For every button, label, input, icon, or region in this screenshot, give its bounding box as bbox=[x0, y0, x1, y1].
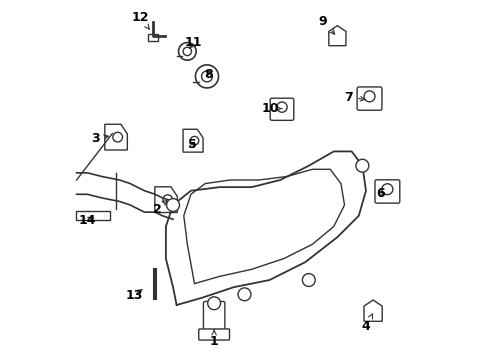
Text: 2: 2 bbox=[152, 201, 166, 216]
FancyBboxPatch shape bbox=[203, 301, 224, 334]
Circle shape bbox=[195, 65, 218, 88]
FancyBboxPatch shape bbox=[198, 329, 229, 340]
Polygon shape bbox=[183, 129, 203, 152]
Text: 13: 13 bbox=[125, 288, 143, 302]
Text: 10: 10 bbox=[261, 102, 281, 115]
Circle shape bbox=[276, 102, 286, 112]
Circle shape bbox=[238, 288, 250, 301]
Text: 6: 6 bbox=[376, 187, 385, 200]
Polygon shape bbox=[75, 211, 110, 220]
Polygon shape bbox=[363, 300, 382, 321]
Circle shape bbox=[381, 184, 392, 195]
Circle shape bbox=[201, 71, 212, 82]
Polygon shape bbox=[104, 124, 127, 150]
Text: 3: 3 bbox=[91, 132, 108, 145]
Text: 5: 5 bbox=[188, 139, 197, 152]
Text: 1: 1 bbox=[209, 329, 218, 348]
Text: 4: 4 bbox=[361, 314, 372, 333]
Text: 14: 14 bbox=[79, 213, 96, 226]
Text: 8: 8 bbox=[203, 68, 212, 81]
Polygon shape bbox=[155, 187, 177, 212]
Polygon shape bbox=[328, 26, 345, 46]
FancyBboxPatch shape bbox=[356, 87, 381, 110]
FancyBboxPatch shape bbox=[148, 34, 158, 41]
Text: 12: 12 bbox=[131, 10, 149, 29]
Text: 7: 7 bbox=[344, 91, 364, 104]
Circle shape bbox=[178, 42, 196, 60]
Circle shape bbox=[355, 159, 368, 172]
Circle shape bbox=[302, 274, 315, 287]
Circle shape bbox=[207, 297, 220, 310]
Circle shape bbox=[364, 91, 374, 102]
FancyBboxPatch shape bbox=[374, 180, 399, 203]
Circle shape bbox=[163, 195, 172, 204]
Text: 11: 11 bbox=[184, 36, 202, 49]
Circle shape bbox=[183, 47, 191, 55]
Circle shape bbox=[166, 199, 179, 211]
FancyBboxPatch shape bbox=[270, 98, 293, 120]
Circle shape bbox=[190, 136, 198, 145]
Circle shape bbox=[113, 132, 122, 142]
Text: 9: 9 bbox=[318, 15, 334, 34]
